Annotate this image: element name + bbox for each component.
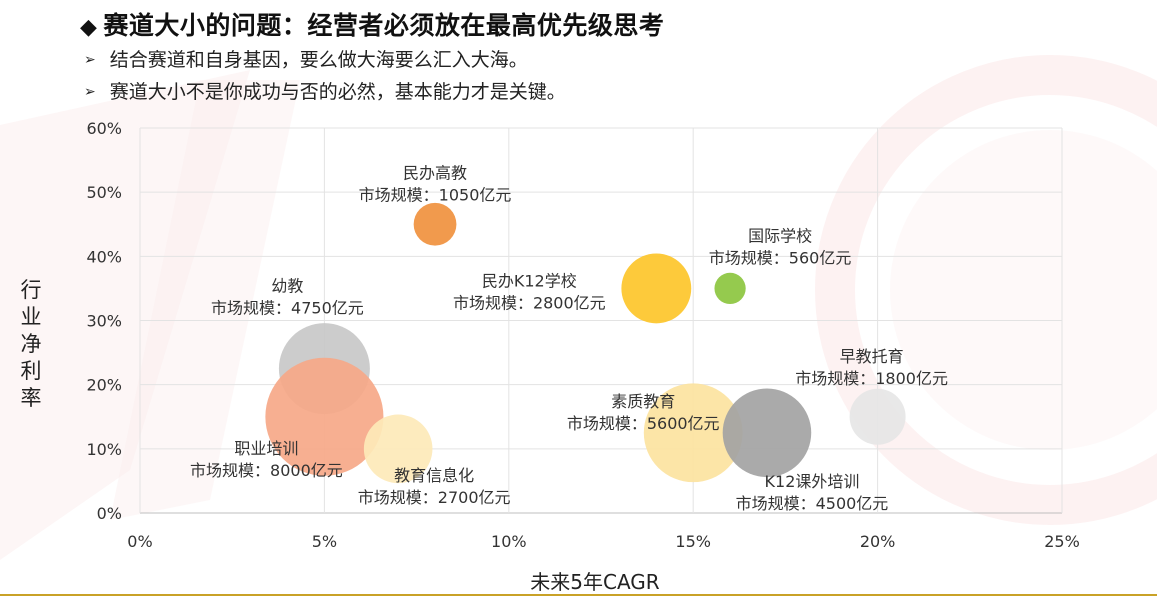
page-title-text: 赛道大小的问题：经营者必须放在最高优先级思考 <box>103 11 665 40</box>
bubble <box>849 388 906 445</box>
bubble-size-label: 市场规模：4750亿元 <box>211 299 364 318</box>
bubble-size-label: 市场规模：2700亿元 <box>358 488 511 507</box>
bubble-name-label: 职业培训 <box>234 439 298 458</box>
footer-divider <box>0 594 1157 596</box>
y-tick-label: 50% <box>86 183 122 202</box>
bubble-size-label: 市场规模：1800亿元 <box>795 369 948 388</box>
bullet-point: ➢ 赛道大小不是你成功与否的必然，基本能力才是关键。 <box>84 77 566 104</box>
y-tick-label: 60% <box>86 119 122 138</box>
x-tick-label: 5% <box>312 532 337 551</box>
bubble-size-label: 市场规模：2800亿元 <box>453 293 606 312</box>
y-tick-label: 10% <box>86 440 122 459</box>
bubble-name-label: 教育信息化 <box>394 466 474 485</box>
bullet-point: ➢ 结合赛道和自身基因，要么做大海要么汇入大海。 <box>84 45 528 72</box>
arrow-bullet-icon: ➢ <box>84 52 96 68</box>
x-tick-label: 10% <box>491 532 527 551</box>
bubble <box>643 383 743 483</box>
x-tick-label: 25% <box>1044 532 1080 551</box>
bubble-name-label: 早教托育 <box>840 347 904 366</box>
y-tick-label: 30% <box>86 312 122 331</box>
page-title: ◆ 赛道大小的问题：经营者必须放在最高优先级思考 <box>80 6 664 42</box>
bubble-size-label: 市场规模：4500亿元 <box>736 494 889 513</box>
arrow-bullet-icon: ➢ <box>84 84 96 100</box>
bubble-name-label: 素质教育 <box>611 392 675 411</box>
bubble-size-label: 市场规模：5600亿元 <box>567 414 720 433</box>
bubble-size-label: 市场规模：1050亿元 <box>359 185 512 204</box>
x-tick-label: 20% <box>860 532 896 551</box>
bullet-text: 赛道大小不是你成功与否的必然，基本能力才是关键。 <box>109 81 566 103</box>
x-tick-label: 15% <box>675 532 711 551</box>
y-axis-label: 行业净利率 <box>20 278 42 410</box>
bubble-name-label: 民办高教 <box>403 163 467 182</box>
bubble-size-label: 市场规模：560亿元 <box>709 248 852 267</box>
diamond-bullet-icon: ◆ <box>80 15 98 40</box>
bubble-name-label: 国际学校 <box>748 226 812 245</box>
bubble <box>363 414 433 484</box>
bubble-name-label: 民办K12学校 <box>482 271 577 290</box>
y-tick-label: 0% <box>97 504 122 523</box>
bubble-size-label: 市场规模：8000亿元 <box>190 461 343 480</box>
y-tick-label: 40% <box>86 247 122 266</box>
y-tick-label: 20% <box>86 376 122 395</box>
x-tick-label: 0% <box>127 532 152 551</box>
bubble <box>621 253 692 324</box>
bubble <box>714 272 746 305</box>
bubble-name-label: K12课外培训 <box>765 472 860 491</box>
bubble <box>265 357 384 476</box>
bubble <box>413 202 457 246</box>
bubble-name-label: 幼教 <box>271 277 303 296</box>
bubble <box>722 388 812 478</box>
x-axis-label: 未来5年CAGR <box>530 570 660 594</box>
bullet-text: 结合赛道和自身基因，要么做大海要么汇入大海。 <box>109 49 528 71</box>
